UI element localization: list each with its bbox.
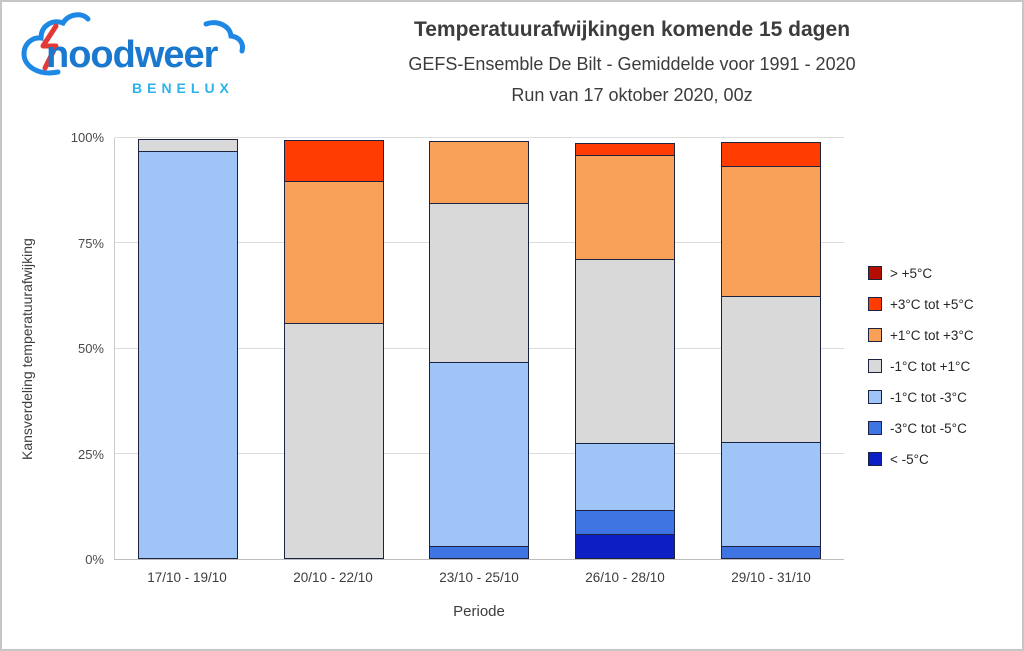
bar-segment[interactable] xyxy=(429,362,530,548)
bar-segment[interactable] xyxy=(721,166,822,297)
lightning-icon xyxy=(40,23,59,71)
logo-region-label: BENELUX xyxy=(132,80,234,96)
bars-layer xyxy=(115,138,844,559)
cloud-icon xyxy=(21,12,245,76)
legend-label: > +5°C xyxy=(890,265,933,281)
y-tick-label: 100% xyxy=(70,130,104,145)
bar-segment[interactable] xyxy=(283,140,384,183)
legend: > +5°C +3°C tot +5°C +1°C tot +3°C -1°C tot… xyxy=(844,138,1016,560)
logo-wordmark: noodweer xyxy=(46,34,218,76)
bar-stack[interactable] xyxy=(429,138,530,559)
legend-label: < -5°C xyxy=(890,451,929,467)
legend-item: > +5°C xyxy=(868,266,1016,281)
legend-label: +3°C tot +5°C xyxy=(890,296,974,312)
legend-swatch xyxy=(868,421,882,435)
gridline xyxy=(115,137,844,138)
noodweer-logo: noodweer BENELUX xyxy=(12,10,252,110)
legend-swatch xyxy=(868,297,882,311)
bar-segment[interactable] xyxy=(575,509,676,535)
bar-segment[interactable] xyxy=(137,150,238,559)
bar-segment[interactable] xyxy=(575,443,676,511)
bar-stack[interactable] xyxy=(721,138,822,559)
bar-segment[interactable] xyxy=(721,442,822,548)
y-axis-label-cell: Kansverdeling temperatuurafwijking xyxy=(12,138,42,560)
legend-item: +1°C tot +3°C xyxy=(868,328,1016,343)
chart-title: Temperatuurafwijkingen komende 15 dagen xyxy=(413,18,851,41)
legend-swatch xyxy=(868,328,882,342)
legend-label: +1°C tot +3°C xyxy=(890,327,974,343)
legend-label: -1°C tot -3°C xyxy=(890,389,967,405)
x-axis-ticks: 17/10 - 19/10 20/10 - 22/10 23/10 - 25/10 2… xyxy=(114,560,844,585)
legend-swatch xyxy=(868,266,882,280)
bar-stack[interactable] xyxy=(283,138,384,559)
stacked-bar-chart: Kansverdeling temperatuurafwijking 0% 25%… xyxy=(12,130,1016,620)
legend-item: -3°C tot -5°C xyxy=(868,421,1016,436)
x-tick-label: 20/10 - 22/10 xyxy=(293,570,373,585)
legend-swatch xyxy=(868,390,882,404)
bar-segment[interactable] xyxy=(575,258,676,445)
legend-item: < -5°C xyxy=(868,452,1016,467)
legend-label: -3°C tot -5°C xyxy=(890,420,967,436)
bar-segment[interactable] xyxy=(575,154,676,260)
y-axis-ticks: 0% 25% 50% 75% 100% xyxy=(42,130,114,567)
bar-segment[interactable] xyxy=(429,141,530,205)
x-axis-label: Periode xyxy=(453,603,505,620)
y-tick-label: 50% xyxy=(77,341,104,356)
x-tick-label: 17/10 - 19/10 xyxy=(147,570,227,585)
bar-stack[interactable] xyxy=(137,138,238,559)
x-tick-label: 29/10 - 31/10 xyxy=(731,570,811,585)
bar-segment[interactable] xyxy=(575,533,676,559)
plot-area xyxy=(114,137,844,560)
legend-item: -1°C tot -3°C xyxy=(868,390,1016,405)
chart-run-info: Run van 17 oktober 2020, 00z xyxy=(511,85,753,105)
bar-segment[interactable] xyxy=(721,546,822,559)
bar-segment[interactable] xyxy=(429,546,530,559)
bar-segment[interactable] xyxy=(429,203,530,364)
bar-segment[interactable] xyxy=(721,142,822,168)
y-tick-label: 75% xyxy=(77,235,104,251)
bar-segment[interactable] xyxy=(283,181,384,325)
y-tick-label: 25% xyxy=(77,446,104,462)
y-axis-label: Kansverdeling temperatuurafwijking xyxy=(19,238,35,460)
chart-header: Temperatuurafwijkingen komende 15 dagen … xyxy=(252,18,1012,106)
legend-item: -1°C tot +1°C xyxy=(868,359,1016,374)
bar-segment[interactable] xyxy=(283,323,384,559)
legend-label: -1°C tot +1°C xyxy=(890,358,971,374)
x-tick-label: 23/10 - 25/10 xyxy=(439,570,519,585)
y-tick-label: 0% xyxy=(85,552,104,567)
bar-stack[interactable] xyxy=(575,138,676,559)
x-tick-label: 26/10 - 28/10 xyxy=(585,570,665,585)
legend-swatch xyxy=(868,452,882,466)
chart-subtitle: GEFS-Ensemble De Bilt - Gemiddelde voor … xyxy=(408,54,856,74)
legend-swatch xyxy=(868,359,882,373)
bar-segment[interactable] xyxy=(721,295,822,444)
legend-item: +3°C tot +5°C xyxy=(868,297,1016,312)
